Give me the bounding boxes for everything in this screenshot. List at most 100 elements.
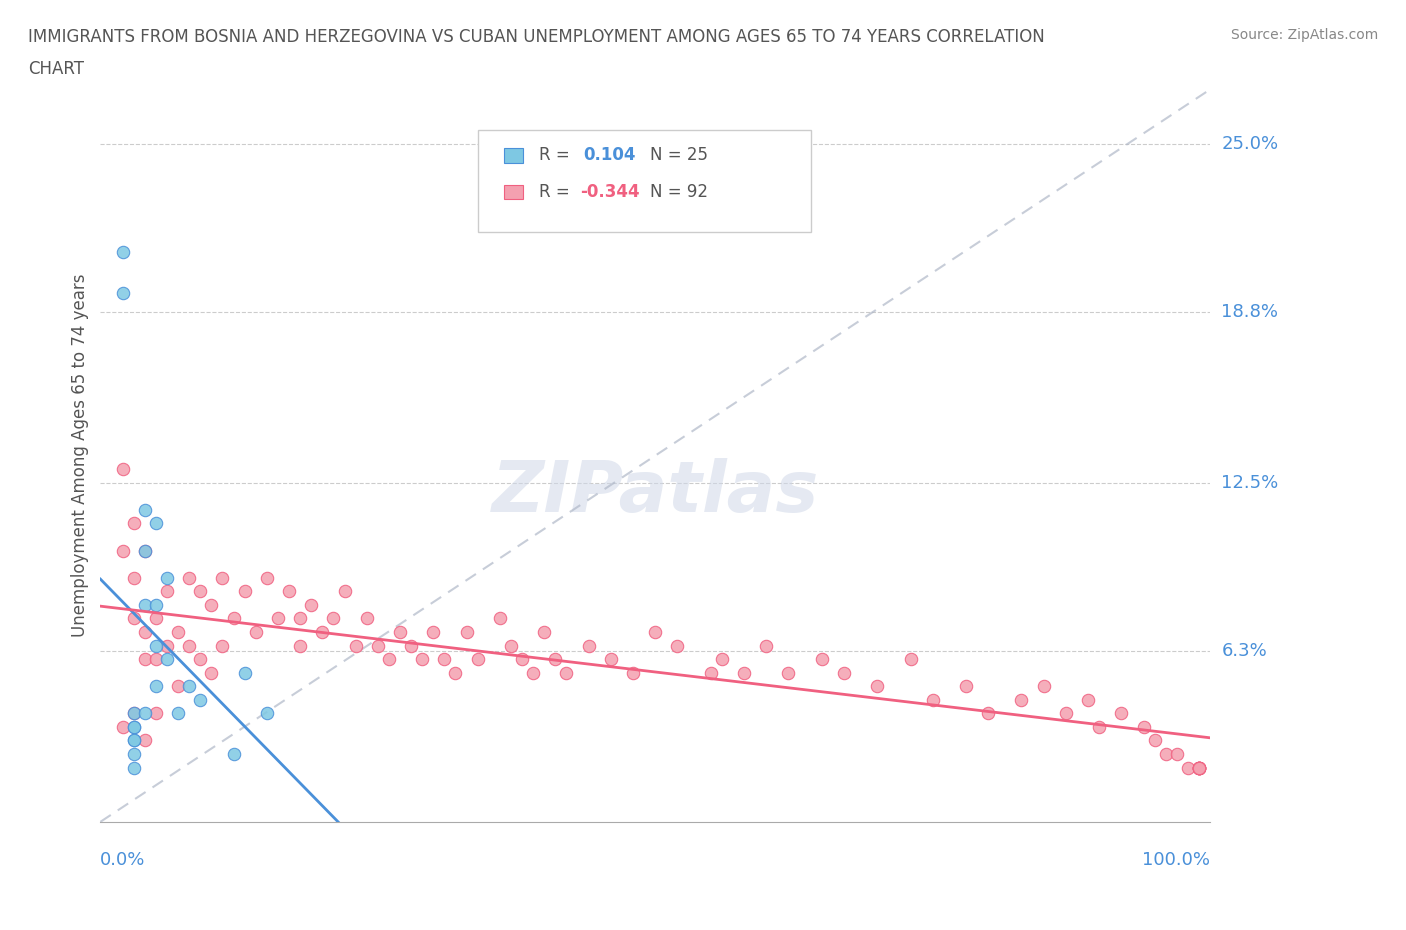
Point — [810, 652, 832, 667]
Point — [145, 652, 167, 667]
Point — [188, 692, 211, 707]
Point — [122, 706, 145, 721]
Point — [1188, 760, 1211, 775]
Text: 6.3%: 6.3% — [1222, 642, 1267, 660]
Point — [367, 638, 389, 653]
Point — [555, 665, 578, 680]
Point — [533, 625, 555, 640]
Point — [832, 665, 855, 680]
Point — [211, 638, 233, 653]
Point — [145, 611, 167, 626]
Point — [467, 652, 489, 667]
Point — [1188, 760, 1211, 775]
Point — [122, 611, 145, 626]
Text: IMMIGRANTS FROM BOSNIA AND HERZEGOVINA VS CUBAN UNEMPLOYMENT AMONG AGES 65 TO 74: IMMIGRANTS FROM BOSNIA AND HERZEGOVINA V… — [28, 28, 1045, 46]
Point — [188, 584, 211, 599]
Text: 0.0%: 0.0% — [100, 851, 146, 870]
Point — [134, 706, 156, 721]
Text: 12.5%: 12.5% — [1222, 473, 1278, 492]
Point — [422, 625, 444, 640]
Text: -0.344: -0.344 — [579, 183, 640, 201]
Point — [311, 625, 333, 640]
Point — [122, 516, 145, 531]
Point — [1088, 720, 1111, 735]
Point — [510, 652, 533, 667]
Point — [299, 597, 322, 612]
Point — [621, 665, 644, 680]
Point — [179, 570, 201, 585]
Point — [156, 652, 179, 667]
Point — [378, 652, 401, 667]
Point — [399, 638, 422, 653]
Text: R =: R = — [538, 146, 575, 165]
FancyBboxPatch shape — [478, 129, 811, 232]
Point — [1132, 720, 1154, 735]
Point — [267, 611, 290, 626]
Point — [1054, 706, 1077, 721]
Point — [167, 679, 190, 694]
Point — [1188, 760, 1211, 775]
Point — [333, 584, 356, 599]
Point — [256, 706, 278, 721]
Point — [288, 611, 311, 626]
Point — [145, 706, 167, 721]
Point — [188, 652, 211, 667]
Point — [256, 570, 278, 585]
Point — [1111, 706, 1133, 721]
Point — [733, 665, 755, 680]
Point — [388, 625, 411, 640]
Point — [344, 638, 367, 653]
Point — [134, 502, 156, 517]
Point — [111, 286, 134, 300]
Point — [322, 611, 344, 626]
Text: 100.0%: 100.0% — [1142, 851, 1211, 870]
Point — [900, 652, 922, 667]
Text: R =: R = — [538, 183, 575, 201]
Point — [1166, 747, 1188, 762]
Point — [134, 543, 156, 558]
Text: CHART: CHART — [28, 60, 84, 78]
Point — [700, 665, 723, 680]
Point — [211, 570, 233, 585]
Point — [167, 625, 190, 640]
Point — [1032, 679, 1054, 694]
Text: Source: ZipAtlas.com: Source: ZipAtlas.com — [1230, 28, 1378, 42]
Point — [544, 652, 567, 667]
Point — [179, 679, 201, 694]
Text: N = 92: N = 92 — [650, 183, 707, 201]
Point — [288, 638, 311, 653]
Point — [145, 638, 167, 653]
Point — [134, 652, 156, 667]
Point — [1011, 692, 1033, 707]
Point — [145, 516, 167, 531]
Point — [134, 625, 156, 640]
Point — [156, 638, 179, 653]
Point — [489, 611, 512, 626]
Point — [111, 720, 134, 735]
Point — [866, 679, 889, 694]
Point — [122, 733, 145, 748]
Text: 18.8%: 18.8% — [1222, 303, 1278, 321]
Point — [111, 543, 134, 558]
Point — [134, 543, 156, 558]
Point — [522, 665, 544, 680]
Point — [1177, 760, 1199, 775]
Point — [145, 597, 167, 612]
Y-axis label: Unemployment Among Ages 65 to 74 years: Unemployment Among Ages 65 to 74 years — [72, 273, 89, 637]
Point — [134, 733, 156, 748]
Point — [356, 611, 378, 626]
Point — [122, 747, 145, 762]
Point — [245, 625, 267, 640]
Point — [955, 679, 977, 694]
Point — [167, 706, 190, 721]
Text: 0.104: 0.104 — [583, 146, 636, 165]
Point — [444, 665, 467, 680]
Point — [122, 760, 145, 775]
Point — [599, 652, 621, 667]
Point — [278, 584, 301, 599]
Point — [122, 720, 145, 735]
Point — [111, 462, 134, 477]
Point — [156, 584, 179, 599]
Point — [578, 638, 600, 653]
Point — [200, 665, 222, 680]
